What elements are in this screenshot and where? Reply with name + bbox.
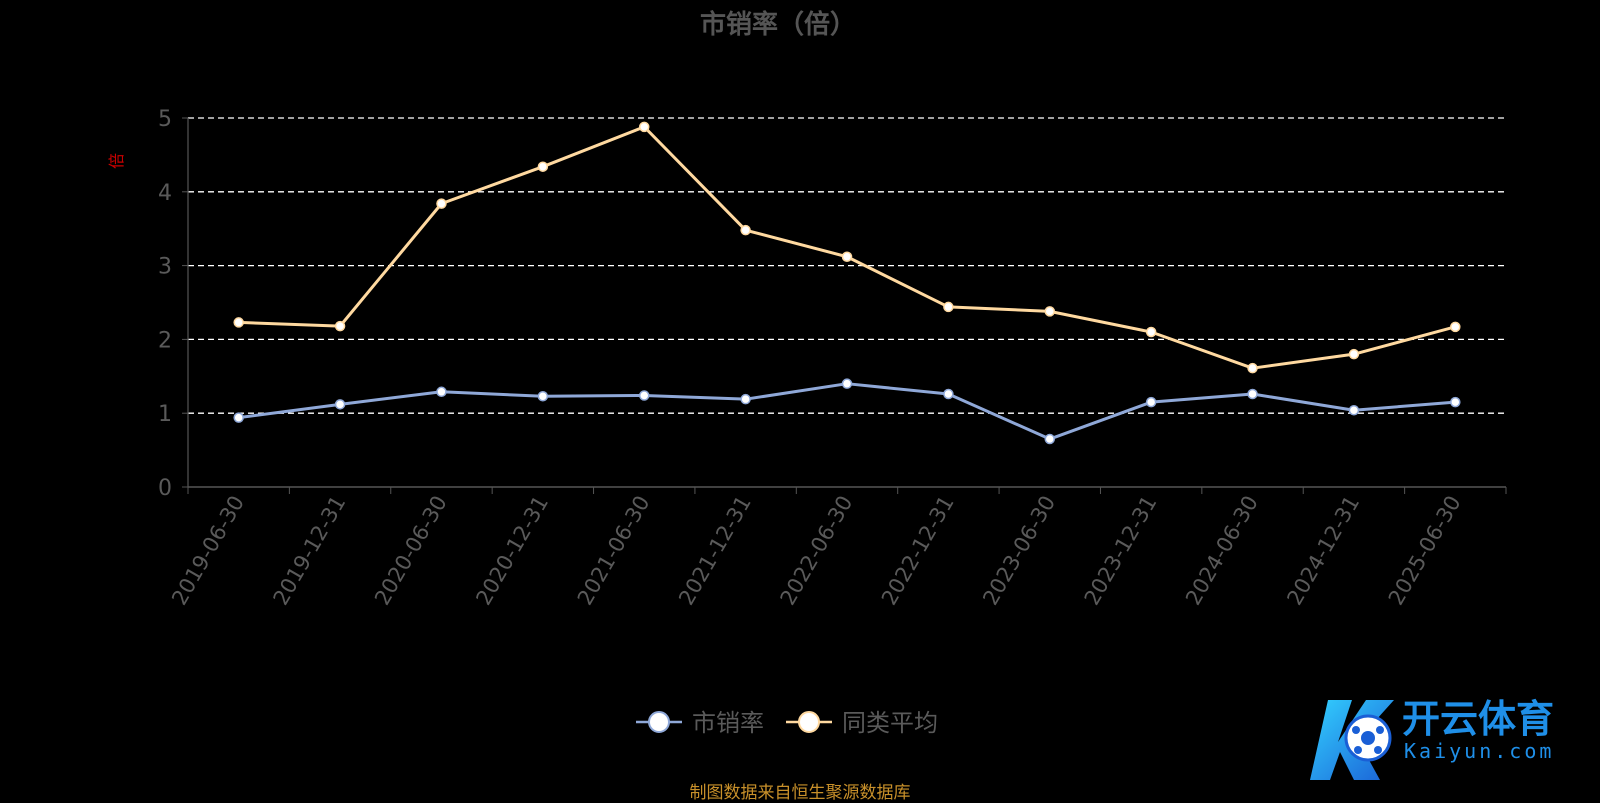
data-point[interactable] bbox=[1145, 326, 1157, 338]
axes: 0 1 2 3 4 5 2019-06-30 2019-12-31 2020-06-30 2020… bbox=[158, 107, 1507, 610]
data-point[interactable] bbox=[537, 161, 549, 172]
y-tick-label: 0 bbox=[158, 476, 172, 501]
series-1 bbox=[233, 378, 1461, 445]
x-tick-label: 2022-06-30 bbox=[776, 492, 858, 610]
chart-title: 市销率（倍） bbox=[700, 9, 856, 40]
legend-item-1[interactable]: 市销率 bbox=[636, 709, 764, 737]
x-tick-label: 2019-06-30 bbox=[167, 492, 249, 610]
data-point[interactable] bbox=[841, 378, 853, 389]
data-point[interactable] bbox=[638, 390, 650, 401]
legend-item-2[interactable]: 同类平均 bbox=[786, 709, 938, 737]
watermark-text-cn: 开云体育 bbox=[1402, 697, 1554, 741]
legend-swatch-marker bbox=[648, 711, 670, 733]
data-point[interactable] bbox=[537, 390, 549, 402]
data-point[interactable] bbox=[1044, 433, 1056, 445]
data-point[interactable] bbox=[1247, 388, 1258, 400]
data-point[interactable] bbox=[943, 301, 954, 313]
data-point[interactable] bbox=[233, 317, 244, 328]
y-tick-label: 1 bbox=[158, 402, 172, 427]
x-tick-label: 2023-06-30 bbox=[978, 492, 1060, 610]
data-point[interactable] bbox=[334, 399, 346, 410]
data-point[interactable] bbox=[943, 388, 954, 400]
x-tick-label: 2024-06-30 bbox=[1181, 492, 1263, 610]
data-point[interactable] bbox=[841, 251, 853, 262]
series-lines bbox=[233, 121, 1461, 445]
series-2 bbox=[233, 121, 1461, 374]
data-point[interactable] bbox=[1044, 306, 1056, 317]
x-tick-label: 2024-12-31 bbox=[1282, 492, 1364, 610]
kaiyun-logo-icon bbox=[1310, 700, 1394, 780]
data-point[interactable] bbox=[436, 198, 447, 209]
legend-swatch-marker bbox=[798, 711, 820, 733]
y-tick-label: 5 bbox=[158, 107, 172, 132]
y-tick-label: 2 bbox=[158, 328, 172, 353]
data-source-footnote: 制图数据来自恒生聚源数据库 bbox=[689, 783, 911, 803]
data-point[interactable] bbox=[1348, 404, 1360, 416]
y-axis-label: 倍 bbox=[107, 153, 126, 169]
legend-label: 同类平均 bbox=[842, 709, 938, 737]
grid-lines bbox=[188, 117, 1506, 414]
data-point[interactable] bbox=[233, 412, 244, 423]
data-point[interactable] bbox=[1450, 321, 1461, 333]
legend-label: 市销率 bbox=[692, 709, 764, 737]
x-tick-label: 2019-12-31 bbox=[269, 492, 351, 610]
x-tick-label: 2025-06-30 bbox=[1384, 492, 1466, 610]
data-point[interactable] bbox=[740, 393, 751, 405]
data-point[interactable] bbox=[1247, 362, 1258, 374]
data-point[interactable] bbox=[436, 386, 447, 398]
watermark-text-en: Kaiyun.com bbox=[1404, 739, 1554, 763]
data-point[interactable] bbox=[638, 121, 650, 133]
data-point[interactable] bbox=[1145, 396, 1157, 408]
data-point[interactable] bbox=[1348, 348, 1360, 360]
series-line bbox=[238, 125, 1456, 370]
x-tick-label: 2023-12-31 bbox=[1080, 492, 1162, 610]
x-tick-label: 2022-12-31 bbox=[877, 492, 959, 610]
data-point[interactable] bbox=[740, 224, 751, 236]
series-line bbox=[238, 382, 1456, 441]
legend[interactable]: 市销率 同类平均 bbox=[636, 709, 938, 737]
data-point[interactable] bbox=[1450, 396, 1461, 408]
y-tick-label: 4 bbox=[158, 181, 172, 206]
data-point[interactable] bbox=[334, 320, 346, 332]
y-tick-label: 3 bbox=[158, 255, 172, 280]
x-tick-label: 2020-12-31 bbox=[471, 492, 553, 610]
x-tick-label: 2020-06-30 bbox=[370, 492, 452, 610]
x-tick-label: 2021-06-30 bbox=[573, 492, 655, 610]
x-tick-label: 2021-12-31 bbox=[674, 492, 756, 610]
